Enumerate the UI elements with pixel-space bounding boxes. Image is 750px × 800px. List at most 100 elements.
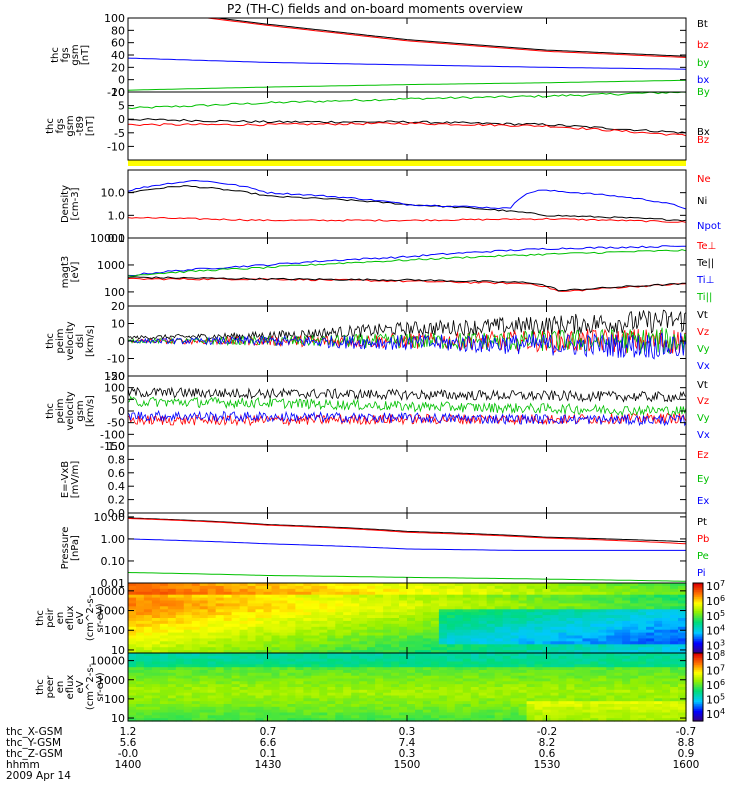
heatmap-cell <box>367 615 376 619</box>
heatmap-cell <box>343 618 352 622</box>
heatmap-cell <box>239 667 249 671</box>
heatmap-cell <box>159 709 169 714</box>
heatmap-cell <box>231 583 241 587</box>
heatmap-cell <box>582 591 591 596</box>
heatmap-cell <box>215 701 225 705</box>
heatmap-cell <box>526 678 536 682</box>
heatmap-cell <box>223 615 233 619</box>
heatmap-cell <box>526 687 536 691</box>
heatmap-cell <box>502 692 512 697</box>
heatmap-cell <box>502 620 512 625</box>
heatmap-cell <box>502 709 512 714</box>
heatmap-cell <box>183 623 193 628</box>
heatmap-cell <box>335 692 344 697</box>
heatmap-cell <box>383 612 392 616</box>
heatmap-cell <box>638 678 647 682</box>
heatmap-cell <box>311 583 320 587</box>
heatmap-cell <box>239 670 249 674</box>
heatmap-cell <box>670 591 679 596</box>
heatmap-cell <box>590 715 599 719</box>
heatmap-cell <box>422 706 432 711</box>
heatmap-cell <box>128 672 137 677</box>
heatmap-cell <box>295 600 304 604</box>
series-line-te <box>127 277 687 292</box>
heatmap-cell <box>143 681 153 685</box>
heatmap-cell <box>199 620 209 625</box>
heatmap-cell <box>614 661 623 665</box>
heatmap-cell <box>598 647 607 651</box>
heatmap-cell <box>446 623 456 628</box>
heatmap-cell <box>335 655 344 660</box>
heatmap-cell <box>598 704 607 708</box>
heatmap-cell <box>223 698 233 702</box>
heatmap-cell <box>486 597 496 602</box>
heatmap-cell <box>399 600 408 604</box>
heatmap-cell <box>630 675 639 680</box>
heatmap-cell <box>430 712 440 716</box>
heatmap-cell <box>478 672 488 677</box>
heatmap-cell <box>407 588 416 593</box>
heatmap-cell <box>327 653 336 657</box>
heatmap-cell <box>167 612 177 616</box>
heatmap-cell <box>646 681 655 685</box>
heatmap-cell <box>207 612 217 616</box>
heatmap-cell <box>415 698 424 702</box>
heatmap-cell <box>375 632 384 637</box>
heatmap-cell <box>247 658 257 663</box>
heatmap-cell <box>367 661 376 665</box>
heatmap-cell <box>287 618 296 622</box>
heatmap-cell <box>622 692 631 697</box>
heatmap-cell <box>399 594 408 599</box>
heatmap-cell <box>470 585 480 590</box>
heatmap-cell <box>494 635 504 639</box>
heatmap-cell <box>574 689 583 694</box>
heatmap-cell <box>223 655 233 660</box>
heatmap-cell <box>136 600 145 604</box>
heatmap-cell <box>550 585 560 590</box>
heatmap-cell <box>215 692 225 697</box>
heatmap-cell <box>263 618 273 622</box>
heatmap-cell <box>430 647 440 651</box>
heatmap-cell <box>582 638 591 642</box>
heatmap-cell <box>351 684 360 688</box>
heatmap-cell <box>263 644 273 648</box>
heatmap-cell <box>367 635 376 639</box>
heatmap-cell <box>279 692 289 697</box>
heatmap-cell <box>143 706 153 711</box>
y-axis-label: peir <box>45 607 56 627</box>
heatmap-cell <box>462 687 472 691</box>
heatmap-cell <box>215 615 225 619</box>
heatmap-cell <box>598 620 607 625</box>
heatmap-cell <box>654 709 663 714</box>
heatmap-cell <box>215 684 225 688</box>
heatmap-cell <box>638 594 647 599</box>
heatmap-cell <box>630 689 639 694</box>
heatmap-cell <box>446 664 456 668</box>
heatmap-cell <box>478 603 488 607</box>
heatmap-cell <box>478 600 488 604</box>
heatmap-cell <box>438 706 448 711</box>
heatmap-cell <box>670 667 679 671</box>
heatmap-cell <box>271 650 281 654</box>
heatmap-cell <box>343 635 352 639</box>
heatmap-cell <box>662 609 671 613</box>
heatmap-cell <box>167 650 177 654</box>
heatmap-cell <box>215 706 225 711</box>
heatmap-cell <box>215 618 225 622</box>
heatmap-cell <box>151 615 161 619</box>
heatmap-cell <box>199 597 209 602</box>
heatmap-cell <box>207 692 217 697</box>
heatmap-cell <box>454 612 464 616</box>
heatmap-cell <box>534 712 544 716</box>
heatmap-cell <box>239 689 249 694</box>
heatmap-cell <box>422 588 432 593</box>
heatmap-cell <box>183 687 193 691</box>
heatmap-cell <box>662 698 671 702</box>
heatmap-cell <box>207 698 217 702</box>
heatmap-cell <box>255 623 265 628</box>
heatmap-cell <box>462 618 472 622</box>
heatmap-cell <box>470 661 480 665</box>
heatmap-cell <box>438 672 448 677</box>
heatmap-cell <box>542 712 552 716</box>
heatmap-cell <box>143 644 153 648</box>
